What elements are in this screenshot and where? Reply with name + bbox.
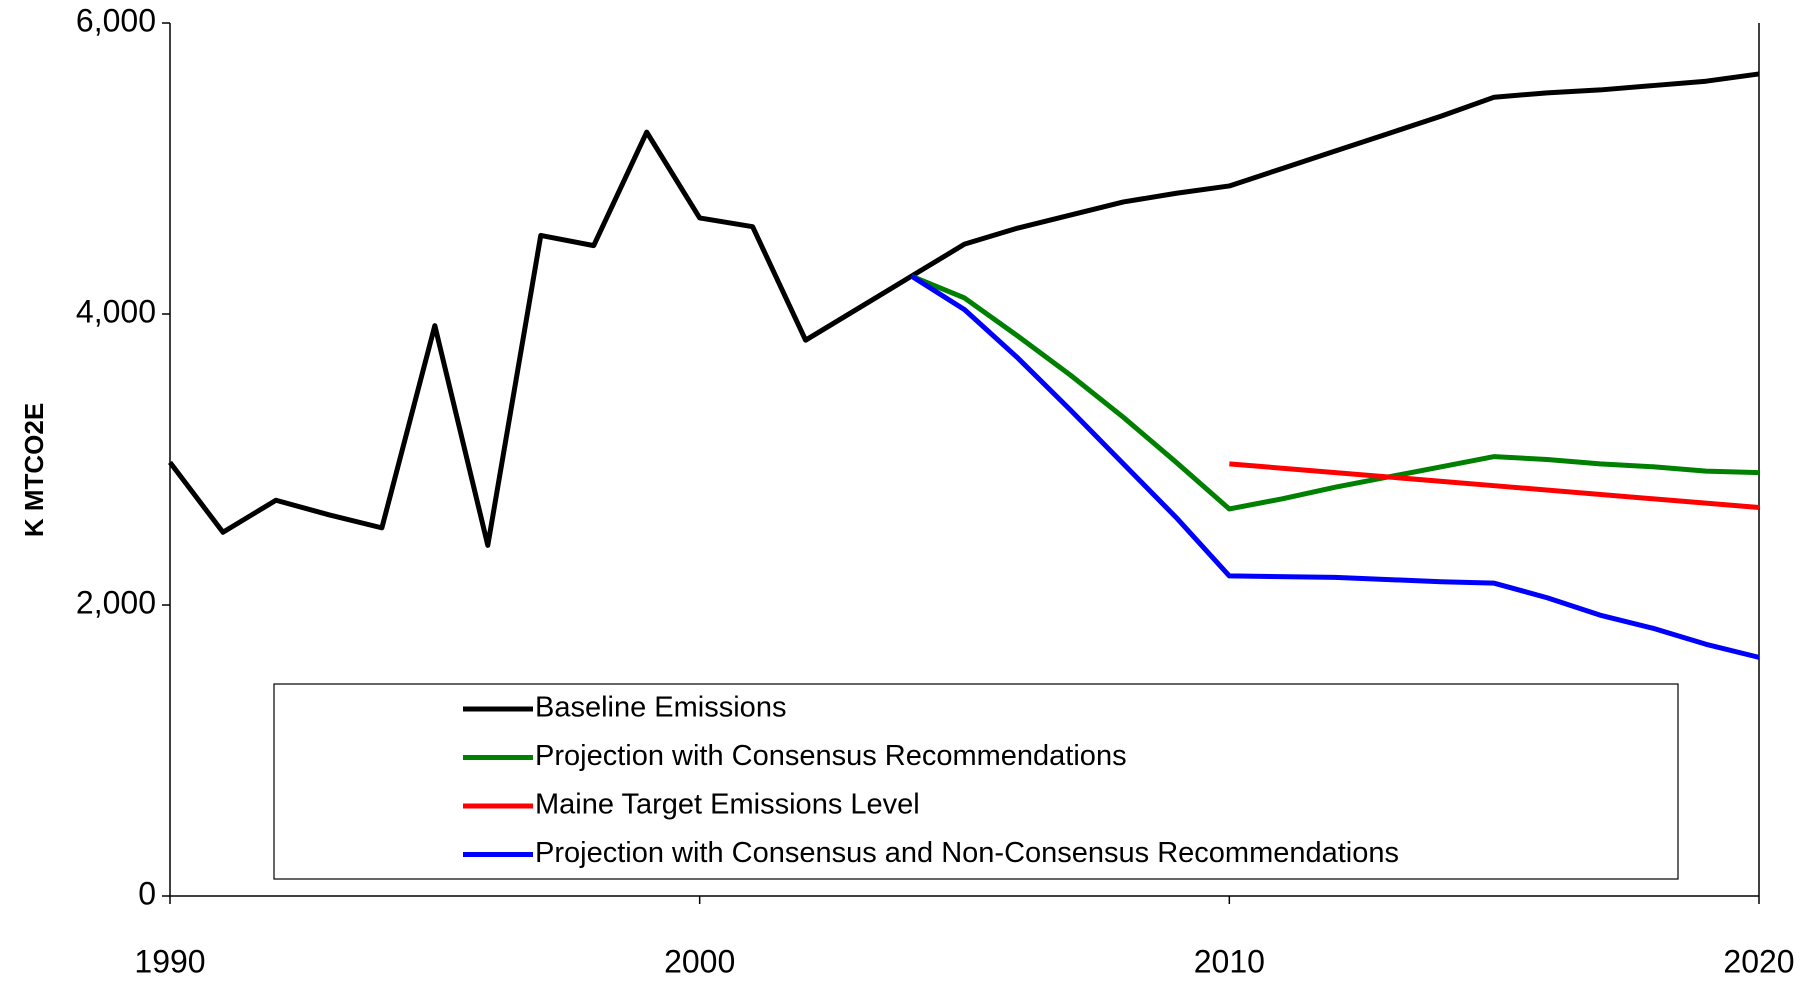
series-line — [1229, 461, 1760, 511]
y-tick-label: 4,000 — [76, 293, 156, 329]
legend-label: Projection with Consensus Recommendation… — [535, 740, 1127, 772]
y-axis-label: K MTCO2E — [19, 403, 49, 537]
y-tick-label: 0 — [138, 875, 156, 911]
series-line — [910, 274, 1760, 660]
y-tick-label: 2,000 — [76, 584, 156, 620]
x-tick-label: 2010 — [1194, 943, 1265, 979]
legend-label: Projection with Consensus and Non-Consen… — [535, 837, 1399, 869]
legend: Baseline Emissions Projection with Consen… — [273, 683, 1679, 880]
legend-label: Maine Target Emissions Level — [535, 789, 920, 821]
legend-label: Baseline Emissions — [535, 692, 786, 724]
x-tick-label: 2000 — [664, 943, 735, 979]
series-line — [910, 273, 1760, 512]
legend-box — [273, 683, 1679, 880]
series-line — [168, 71, 1760, 548]
x-tick-label: 1990 — [134, 943, 205, 979]
y-tick-label: 6,000 — [76, 2, 156, 38]
x-tick-label: 2020 — [1723, 943, 1794, 979]
